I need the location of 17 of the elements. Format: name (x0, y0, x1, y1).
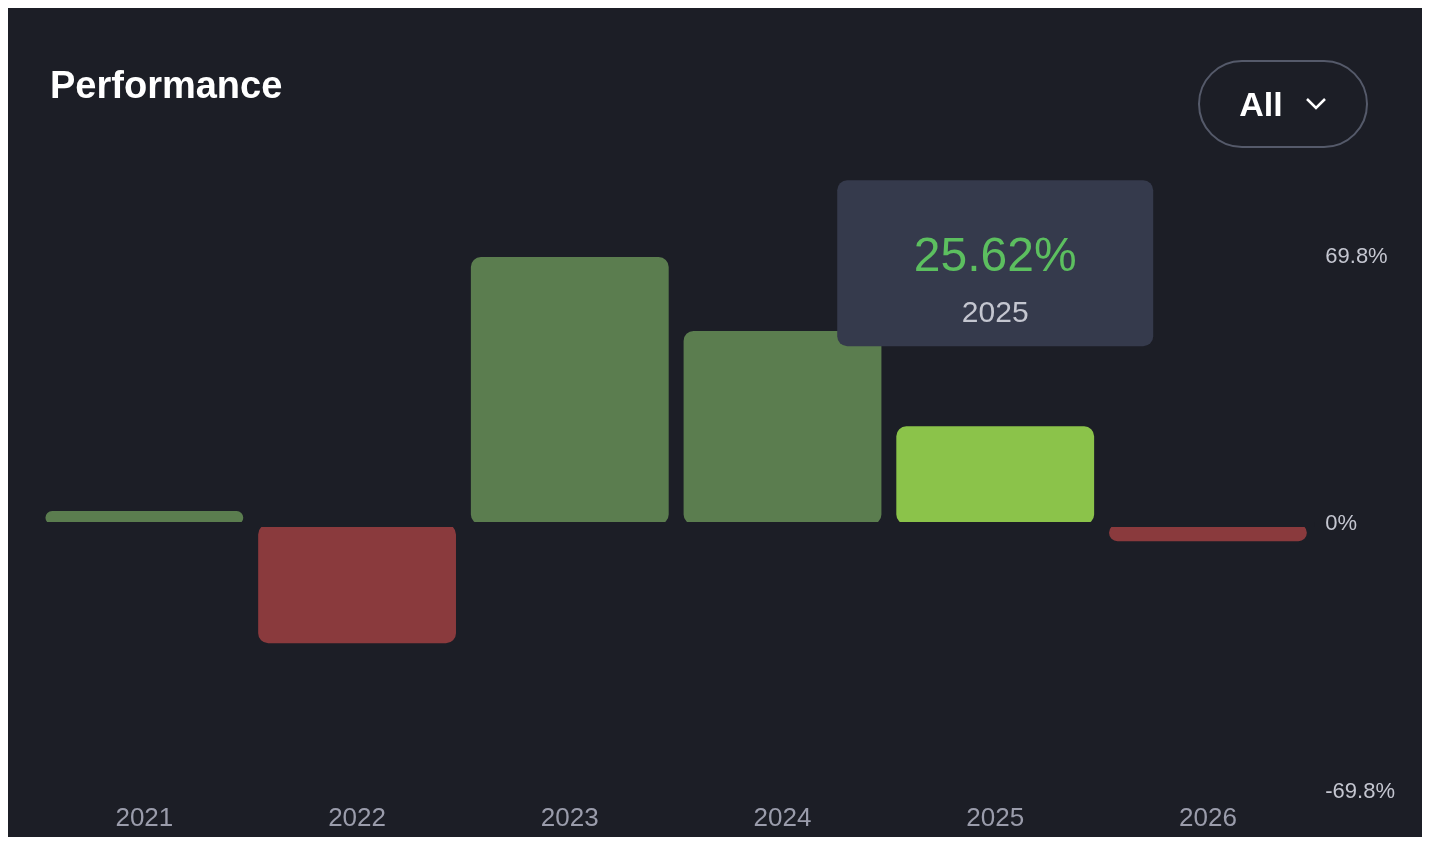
x-tick-label: 2021 (115, 801, 174, 832)
bar (258, 524, 456, 644)
x-tick-label: 2025 (966, 801, 1025, 832)
text: All (1239, 84, 1283, 124)
bar (470, 257, 669, 525)
chart-title: Performance (50, 64, 283, 107)
bar (896, 426, 1095, 525)
data-label: 25.62% (913, 228, 1077, 282)
annotation: 2025 (961, 294, 1029, 328)
bar (683, 330, 882, 525)
y-tick-label: 69.8% (1325, 243, 1388, 269)
x-tick-label: 2026 (1179, 801, 1237, 832)
y-tick-label: 0% (1325, 510, 1358, 536)
y-tick-label: -69.8% (1325, 777, 1396, 803)
x-tick-label: 2023 (540, 801, 599, 832)
x-tick-label: 2024 (753, 801, 812, 832)
x-tick-label: 2022 (328, 801, 386, 832)
